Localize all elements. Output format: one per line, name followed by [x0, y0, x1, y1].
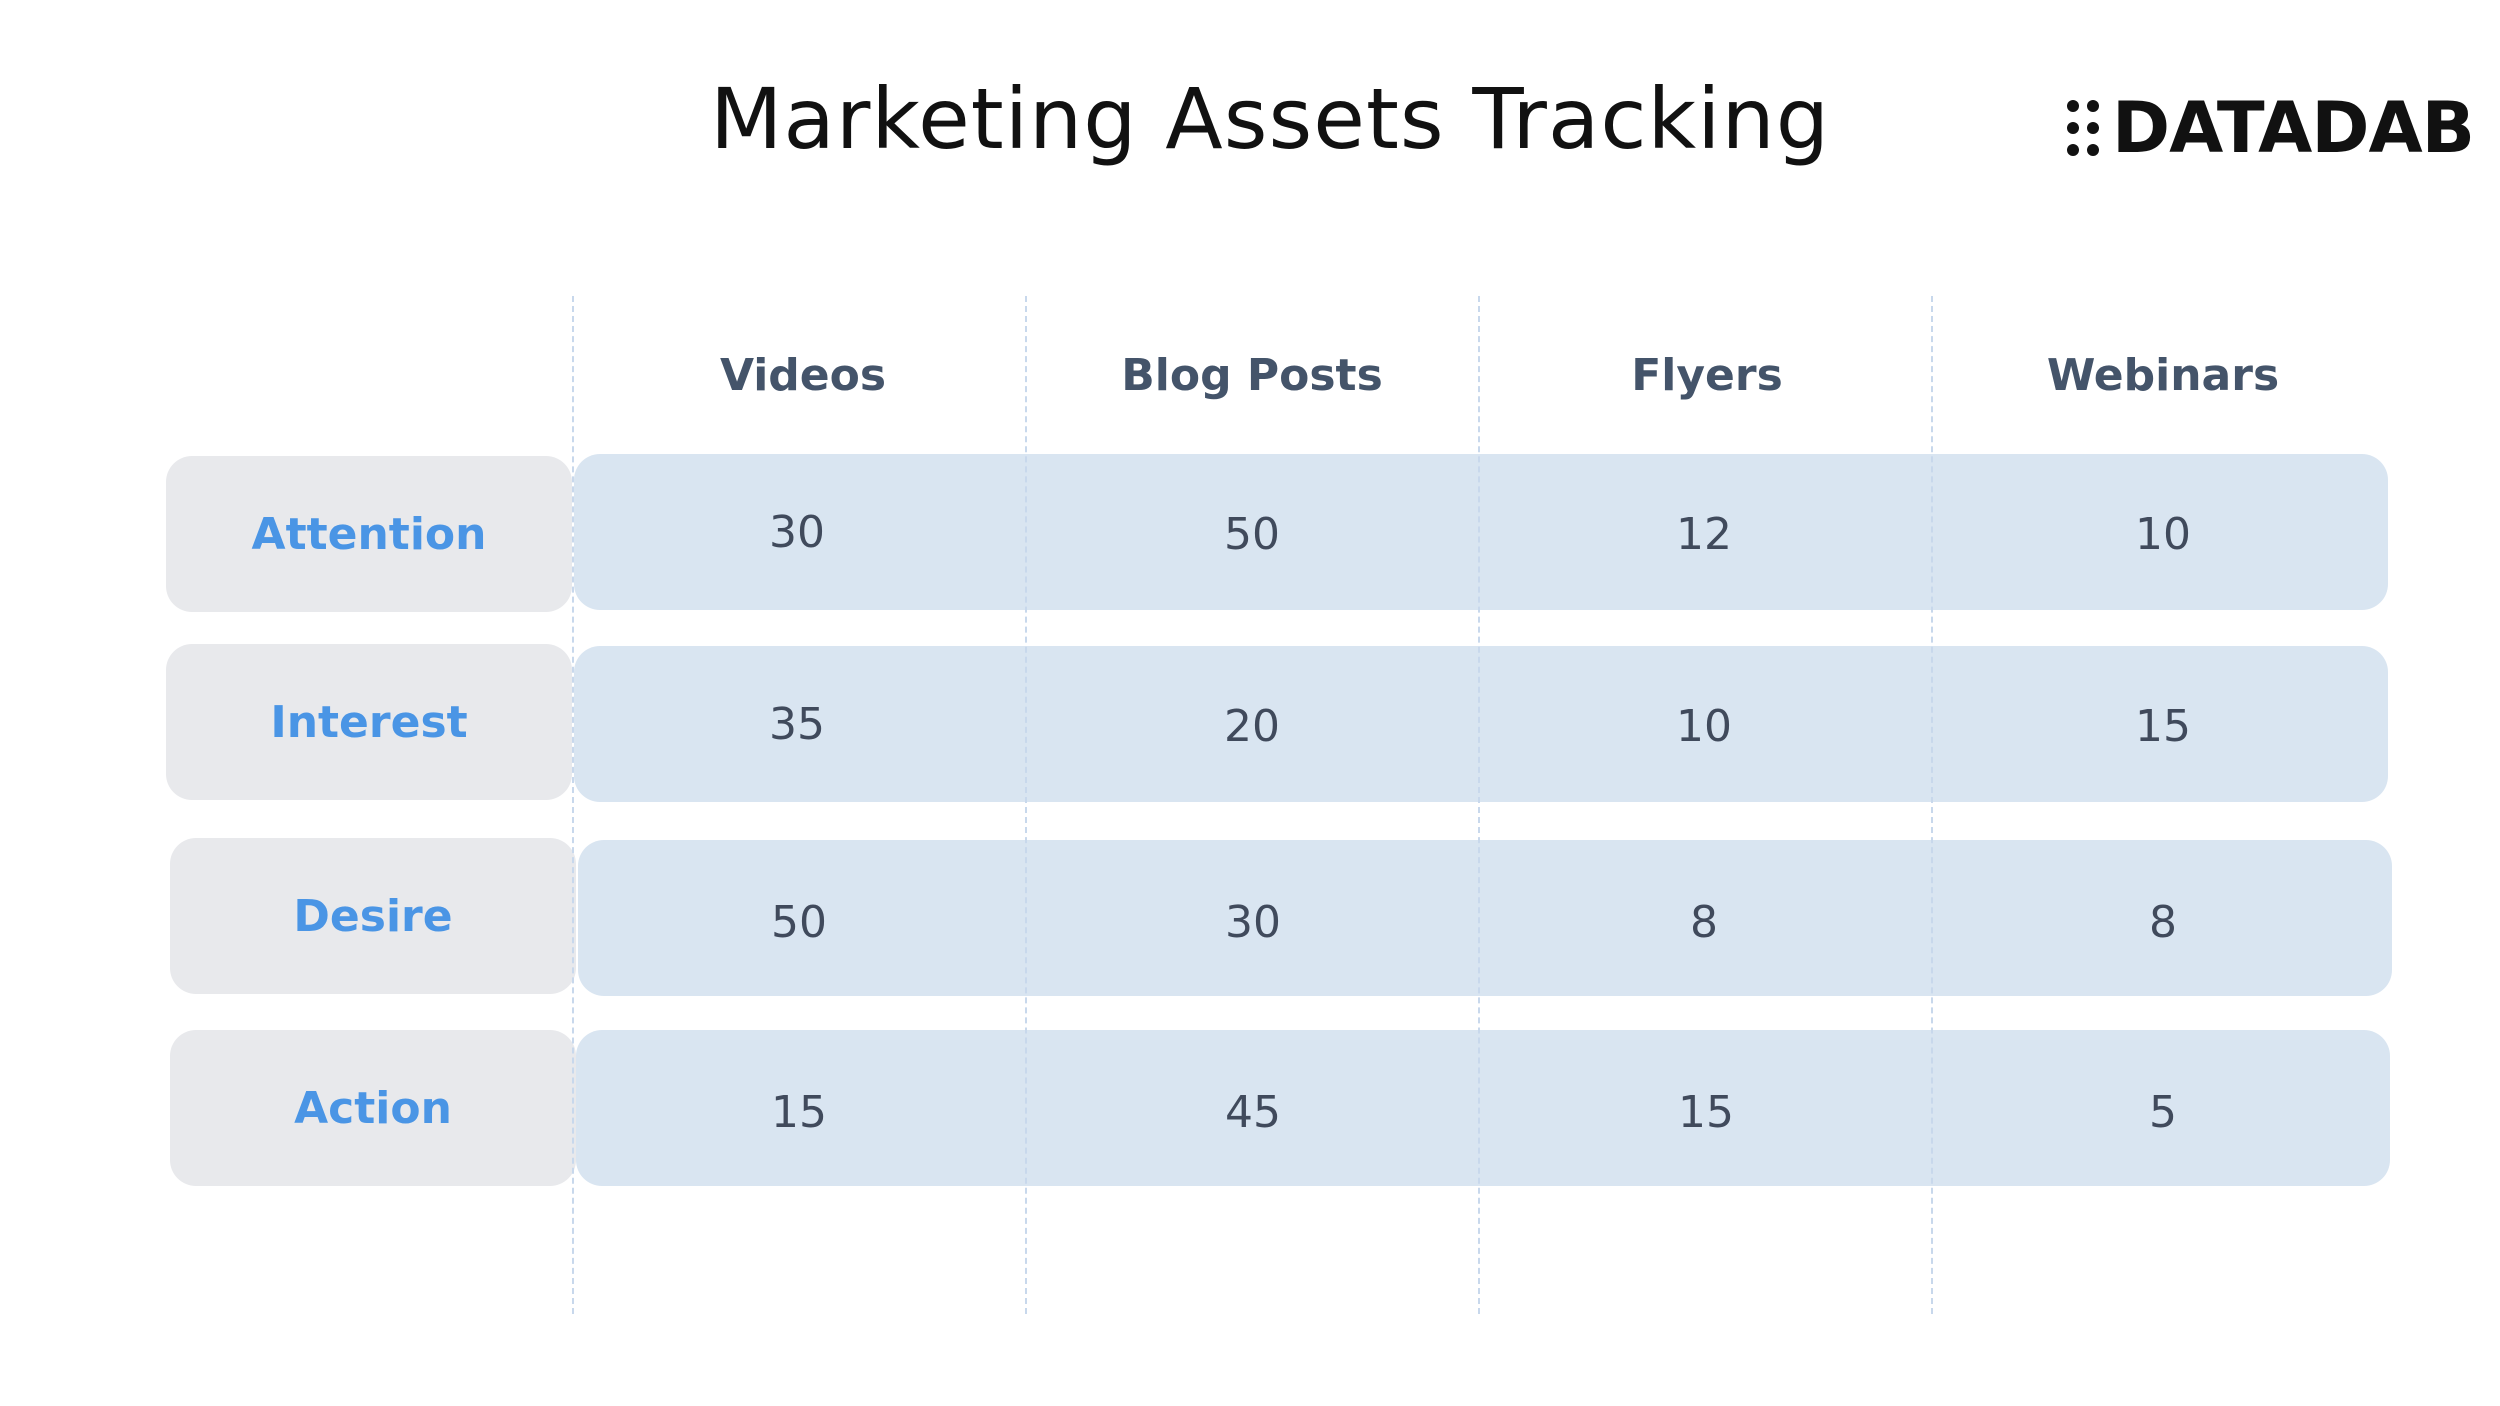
column-divider	[572, 296, 574, 1314]
table-cell: 30	[1225, 896, 1281, 948]
page-title: Marketing Assets Tracking	[709, 70, 1831, 168]
row-label-desire: Desire	[170, 838, 576, 994]
logo-text: DATADAB	[2112, 87, 2475, 169]
table-cell: 5	[2149, 1086, 2177, 1138]
row-band	[578, 840, 2392, 996]
table-cell: 30	[769, 506, 825, 558]
row-label-text: Attention	[251, 508, 487, 560]
logo: DATADAB	[2064, 87, 2475, 169]
logo-dots-icon	[2067, 100, 2099, 156]
row-label-text: Interest	[270, 696, 468, 748]
table-cell: 15	[2135, 700, 2191, 752]
table-cell: 12	[1676, 508, 1732, 560]
row-label-action: Action	[170, 1030, 576, 1186]
row-band	[574, 646, 2388, 802]
table-cell: 45	[1225, 1086, 1281, 1138]
column-header-videos: Videos	[719, 350, 887, 401]
table-cell: 8	[2149, 896, 2177, 948]
row-label-text: Action	[294, 1082, 452, 1134]
table-cell: 15	[1678, 1086, 1734, 1138]
table-cell: 8	[1690, 896, 1718, 948]
table-cell: 50	[771, 896, 827, 948]
row-band	[574, 454, 2388, 610]
row-label-attention: Attention	[166, 456, 572, 612]
column-divider	[1478, 296, 1480, 1314]
table-cell: 10	[1676, 700, 1732, 752]
table-cell: 20	[1224, 700, 1280, 752]
table-cell: 50	[1224, 508, 1280, 560]
row-band	[576, 1030, 2390, 1186]
column-header-flyers: Flyers	[1631, 350, 1783, 401]
table-cell: 15	[771, 1086, 827, 1138]
table-cell: 35	[769, 698, 825, 750]
row-label-text: Desire	[293, 890, 453, 942]
column-divider	[1931, 296, 1933, 1314]
row-label-interest: Interest	[166, 644, 572, 800]
column-header-blog-posts: Blog Posts	[1121, 350, 1383, 401]
column-divider	[1025, 296, 1027, 1314]
column-header-webinars: Webinars	[2046, 350, 2280, 401]
table-cell: 10	[2135, 508, 2191, 560]
